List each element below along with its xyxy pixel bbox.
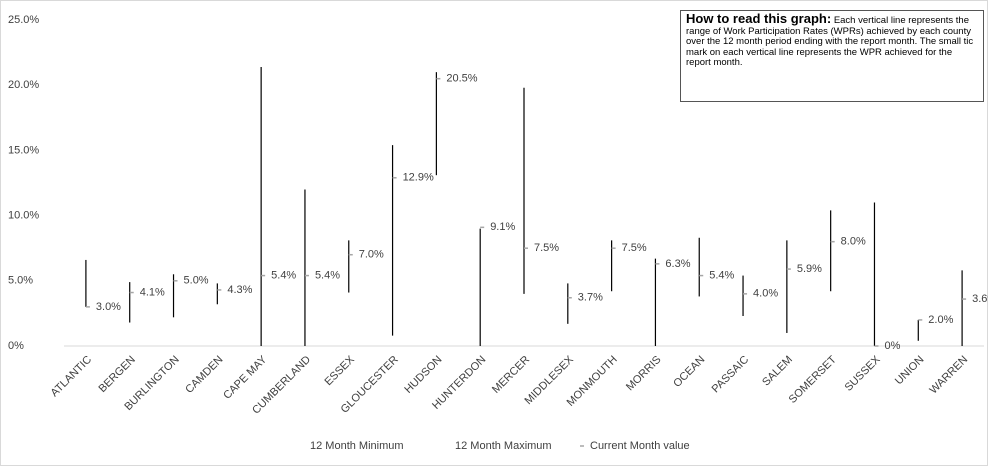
value-label: 6.3% — [665, 258, 690, 270]
value-label: 0% — [884, 340, 900, 352]
value-label: 3.7% — [578, 292, 603, 304]
annotation-box: How to read this graph: Each vertical li… — [680, 10, 984, 102]
legend-label: 12 Month Minimum — [310, 440, 404, 452]
value-label: 5.4% — [315, 269, 340, 281]
value-label: 5.4% — [271, 269, 296, 281]
annotation-title: How to read this graph: — [686, 11, 832, 26]
y-tick-label: 10.0% — [8, 210, 39, 222]
value-label: 4.3% — [227, 284, 252, 296]
value-label: 5.4% — [709, 269, 734, 281]
y-tick-label: 0% — [8, 340, 24, 352]
value-label: 4.0% — [753, 288, 778, 300]
legend-label: Current Month value — [590, 440, 690, 452]
y-tick-label: 15.0% — [8, 144, 39, 156]
value-label: 8.0% — [841, 236, 866, 248]
value-label: 7.0% — [359, 249, 384, 261]
legend-label: 12 Month Maximum — [455, 440, 552, 452]
value-label: 4.1% — [140, 286, 165, 298]
value-label: 9.1% — [490, 221, 515, 233]
value-label: 5.0% — [184, 275, 209, 287]
value-label: 5.9% — [797, 263, 822, 275]
value-label: 3.0% — [96, 301, 121, 313]
value-label: 3.6% — [972, 293, 988, 305]
y-tick-label: 20.0% — [8, 79, 39, 91]
annotation-text: Each vertical line represents the range … — [686, 15, 974, 68]
value-label: 7.5% — [622, 242, 647, 254]
value-label: 7.5% — [534, 242, 559, 254]
value-label: 20.5% — [446, 73, 477, 85]
value-label: 2.0% — [928, 314, 953, 326]
value-label: 12.9% — [403, 172, 434, 184]
y-tick-label: 25.0% — [8, 14, 39, 26]
y-tick-label: 5.0% — [8, 275, 33, 287]
